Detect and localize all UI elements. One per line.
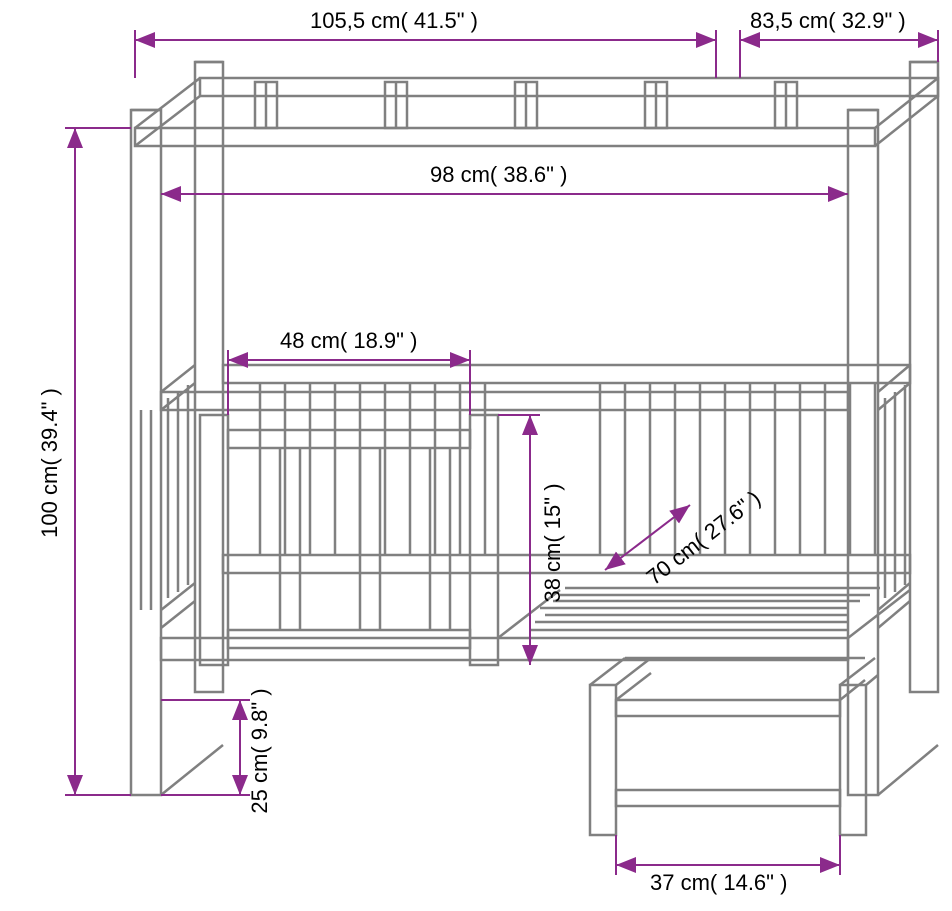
diagram-canvas: 105,5 cm( 41.5" ) 83,5 cm( 32.9" ) 98 cm… bbox=[0, 0, 952, 911]
dim-gate-height: 38 cm( 15" ) bbox=[540, 468, 566, 618]
dim-width-top: 105,5 cm( 41.5" ) bbox=[310, 8, 478, 34]
dim-leg-height: 25 cm( 9.8" ) bbox=[247, 676, 273, 826]
diagram-svg bbox=[0, 0, 952, 911]
dim-gate-width: 48 cm( 18.9" ) bbox=[280, 328, 417, 354]
dim-height-total: 100 cm( 39.4" ) bbox=[37, 373, 63, 553]
dim-inner-width: 98 cm( 38.6" ) bbox=[430, 162, 567, 188]
dim-step-width: 37 cm( 14.6" ) bbox=[650, 870, 787, 896]
dim-depth-top: 83,5 cm( 32.9" ) bbox=[750, 8, 906, 34]
